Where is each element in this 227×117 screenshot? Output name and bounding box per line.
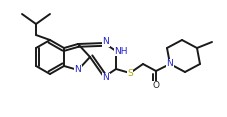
Text: N: N [74, 66, 81, 75]
Text: N: N [102, 73, 109, 82]
Text: N: N [166, 60, 173, 68]
Text: S: S [127, 68, 132, 77]
Text: NH: NH [114, 46, 127, 55]
Text: N: N [102, 38, 109, 46]
Text: O: O [152, 82, 159, 91]
